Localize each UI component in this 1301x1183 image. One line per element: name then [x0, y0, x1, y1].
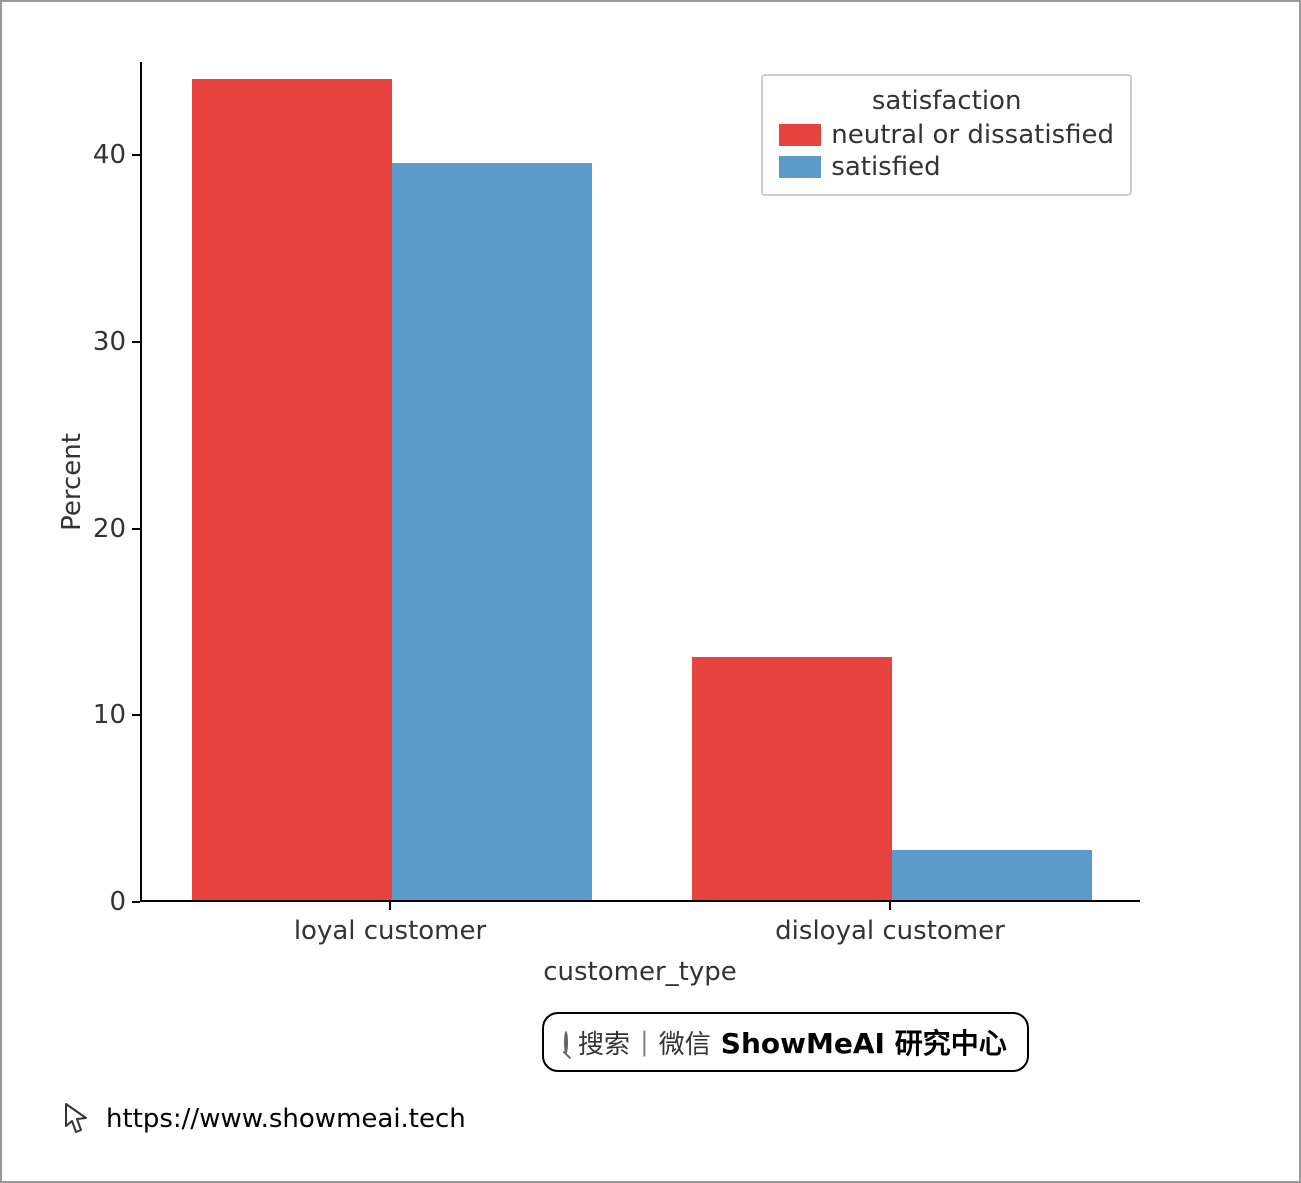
x-tick-mark — [889, 902, 891, 910]
search-badge-divider: | — [640, 1027, 649, 1057]
cursor-icon — [62, 1102, 92, 1136]
footer-link[interactable]: https://www.showmeai.tech — [62, 1102, 466, 1136]
x-tick-label: disloyal customer — [775, 916, 1005, 946]
y-tick-mark — [132, 714, 140, 716]
y-tick-mark — [132, 341, 140, 343]
legend-title: satisfaction — [779, 86, 1114, 116]
legend-label: neutral or dissatisfied — [831, 120, 1114, 150]
y-tick-mark — [132, 154, 140, 156]
legend-swatch — [779, 156, 821, 178]
x-tick-label: loyal customer — [294, 916, 486, 946]
y-tick-label: 0 — [62, 887, 126, 917]
x-axis-label: customer_type — [543, 957, 737, 987]
search-badge: 搜索 | 微信 ShowMeAI 研究中心 — [542, 1012, 1029, 1072]
legend-item: neutral or dissatisfied — [779, 120, 1114, 150]
y-tick-mark — [132, 528, 140, 530]
search-icon — [564, 1033, 568, 1052]
y-tick-mark — [132, 901, 140, 903]
search-badge-text-1: 搜索 — [578, 1024, 630, 1061]
x-tick-mark — [389, 902, 391, 910]
y-tick-label: 10 — [62, 700, 126, 730]
y-tick-label: 30 — [62, 327, 126, 357]
legend-label: satisfied — [831, 152, 940, 182]
search-badge-brand: ShowMeAI 研究中心 — [721, 1022, 1007, 1062]
bar — [892, 850, 1092, 900]
bar — [192, 79, 392, 900]
legend: satisfaction neutral or dissatisfiedsati… — [761, 74, 1132, 196]
search-badge-text-2: 微信 — [659, 1024, 711, 1061]
bar-chart: 010203040 loyal customerdisloyal custome… — [62, 52, 1242, 1012]
footer-url: https://www.showmeai.tech — [106, 1104, 466, 1134]
bar — [392, 163, 592, 900]
y-tick-label: 40 — [62, 140, 126, 170]
legend-swatch — [779, 124, 821, 146]
y-axis-label: Percent — [57, 433, 87, 531]
legend-item: satisfied — [779, 152, 1114, 182]
outer-frame: 010203040 loyal customerdisloyal custome… — [0, 0, 1301, 1183]
bar — [692, 657, 892, 900]
